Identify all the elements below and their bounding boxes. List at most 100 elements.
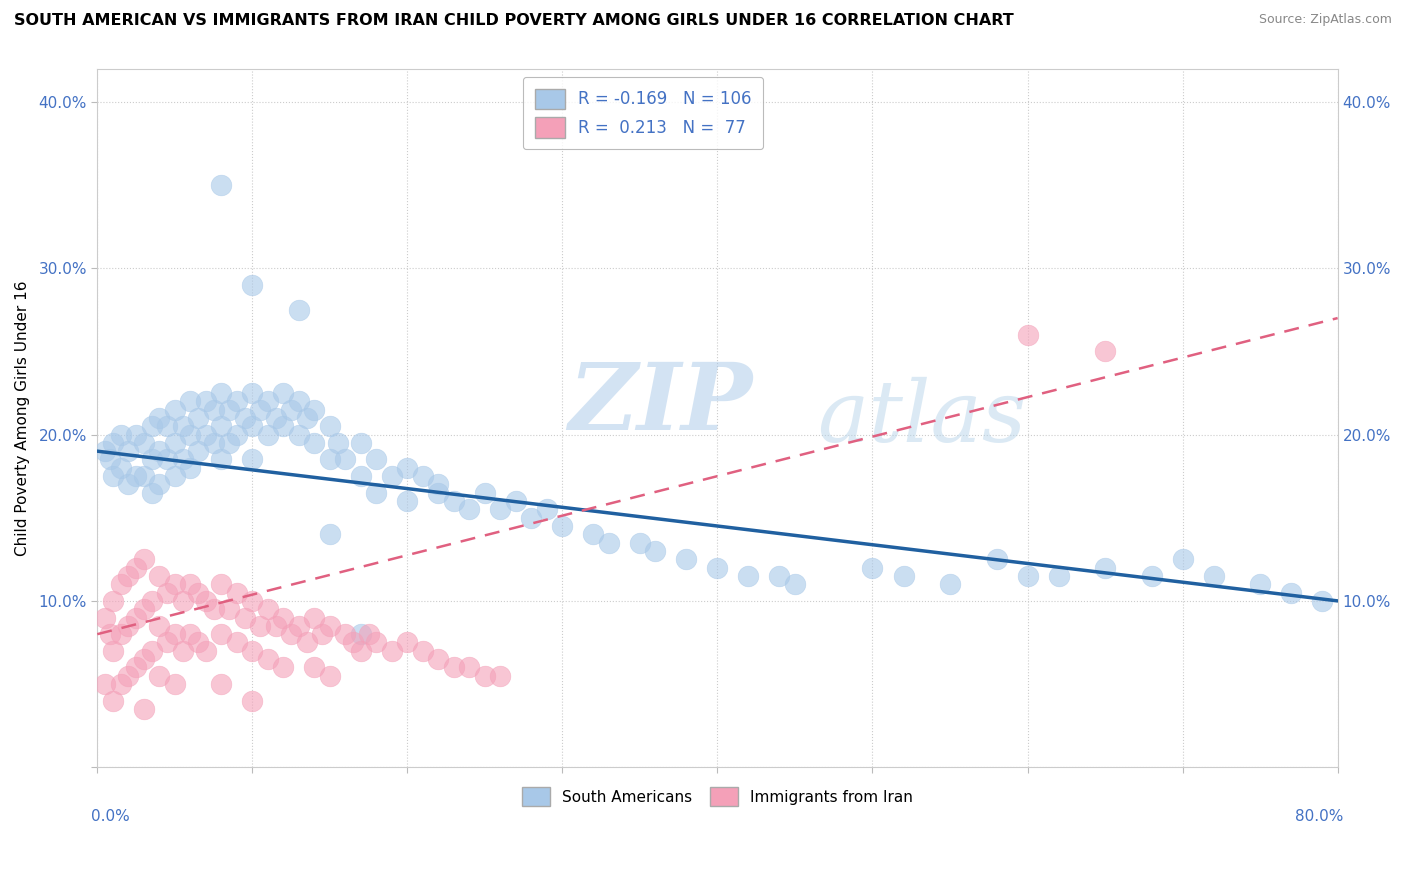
Point [350,627,373,641]
Point [101,694,124,708]
Point [489,502,512,516]
Point [256,394,278,409]
Point [110,677,132,691]
Point [233,610,256,624]
Point [172,594,194,608]
Point [366,452,388,467]
Text: 0.0%: 0.0% [91,809,129,824]
Point [675,552,697,566]
Point [288,427,311,442]
Point [271,386,294,401]
Point [256,427,278,442]
Point [489,669,512,683]
Point [202,435,225,450]
Point [1279,585,1302,599]
Point [768,569,790,583]
Point [94,444,117,458]
Text: atlas: atlas [817,376,1026,459]
Point [117,569,139,583]
Point [101,644,124,658]
Legend: South Americans, Immigrants from Iran: South Americans, Immigrants from Iran [516,781,920,812]
Point [98,452,121,467]
Point [295,635,318,649]
Point [179,394,201,409]
Point [202,402,225,417]
Point [209,627,232,641]
Point [187,410,209,425]
Point [295,410,318,425]
Point [939,577,962,591]
Point [1094,560,1116,574]
Point [304,660,326,674]
Point [132,469,155,483]
Point [256,602,278,616]
Point [551,519,574,533]
Point [264,410,287,425]
Point [240,694,263,708]
Point [194,594,217,608]
Point [209,419,232,434]
Point [141,485,163,500]
Point [1017,569,1039,583]
Point [209,452,232,467]
Point [280,402,302,417]
Point [110,460,132,475]
Point [350,644,373,658]
Point [335,452,357,467]
Point [1094,344,1116,359]
Point [110,627,132,641]
Point [271,419,294,434]
Point [179,427,201,442]
Point [132,702,155,716]
Point [187,635,209,649]
Point [319,527,342,541]
Point [194,394,217,409]
Point [249,402,271,417]
Point [233,410,256,425]
Point [350,469,373,483]
Point [288,394,311,409]
Point [1249,577,1271,591]
Point [366,635,388,649]
Point [110,577,132,591]
Point [986,552,1008,566]
Point [163,677,186,691]
Point [458,502,481,516]
Point [644,544,666,558]
Point [163,435,186,450]
Point [357,627,380,641]
Point [280,627,302,641]
Point [366,485,388,500]
Point [156,452,179,467]
Point [505,494,527,508]
Point [101,594,124,608]
Point [427,485,450,500]
Point [319,619,342,633]
Point [1310,594,1333,608]
Point [412,644,434,658]
Point [520,510,543,524]
Point [209,178,232,192]
Point [148,669,170,683]
Point [172,644,194,658]
Text: SOUTH AMERICAN VS IMMIGRANTS FROM IRAN CHILD POVERTY AMONG GIRLS UNDER 16 CORREL: SOUTH AMERICAN VS IMMIGRANTS FROM IRAN C… [14,13,1014,29]
Point [225,394,247,409]
Point [179,577,201,591]
Point [117,477,139,491]
Point [125,469,148,483]
Point [326,435,349,450]
Point [141,644,163,658]
Point [202,602,225,616]
Point [396,494,419,508]
Point [598,535,620,549]
Point [94,677,117,691]
Point [163,402,186,417]
Point [381,469,404,483]
Point [94,610,117,624]
Point [179,460,201,475]
Point [148,444,170,458]
Point [412,469,434,483]
Point [163,577,186,591]
Point [304,402,326,417]
Point [249,619,271,633]
